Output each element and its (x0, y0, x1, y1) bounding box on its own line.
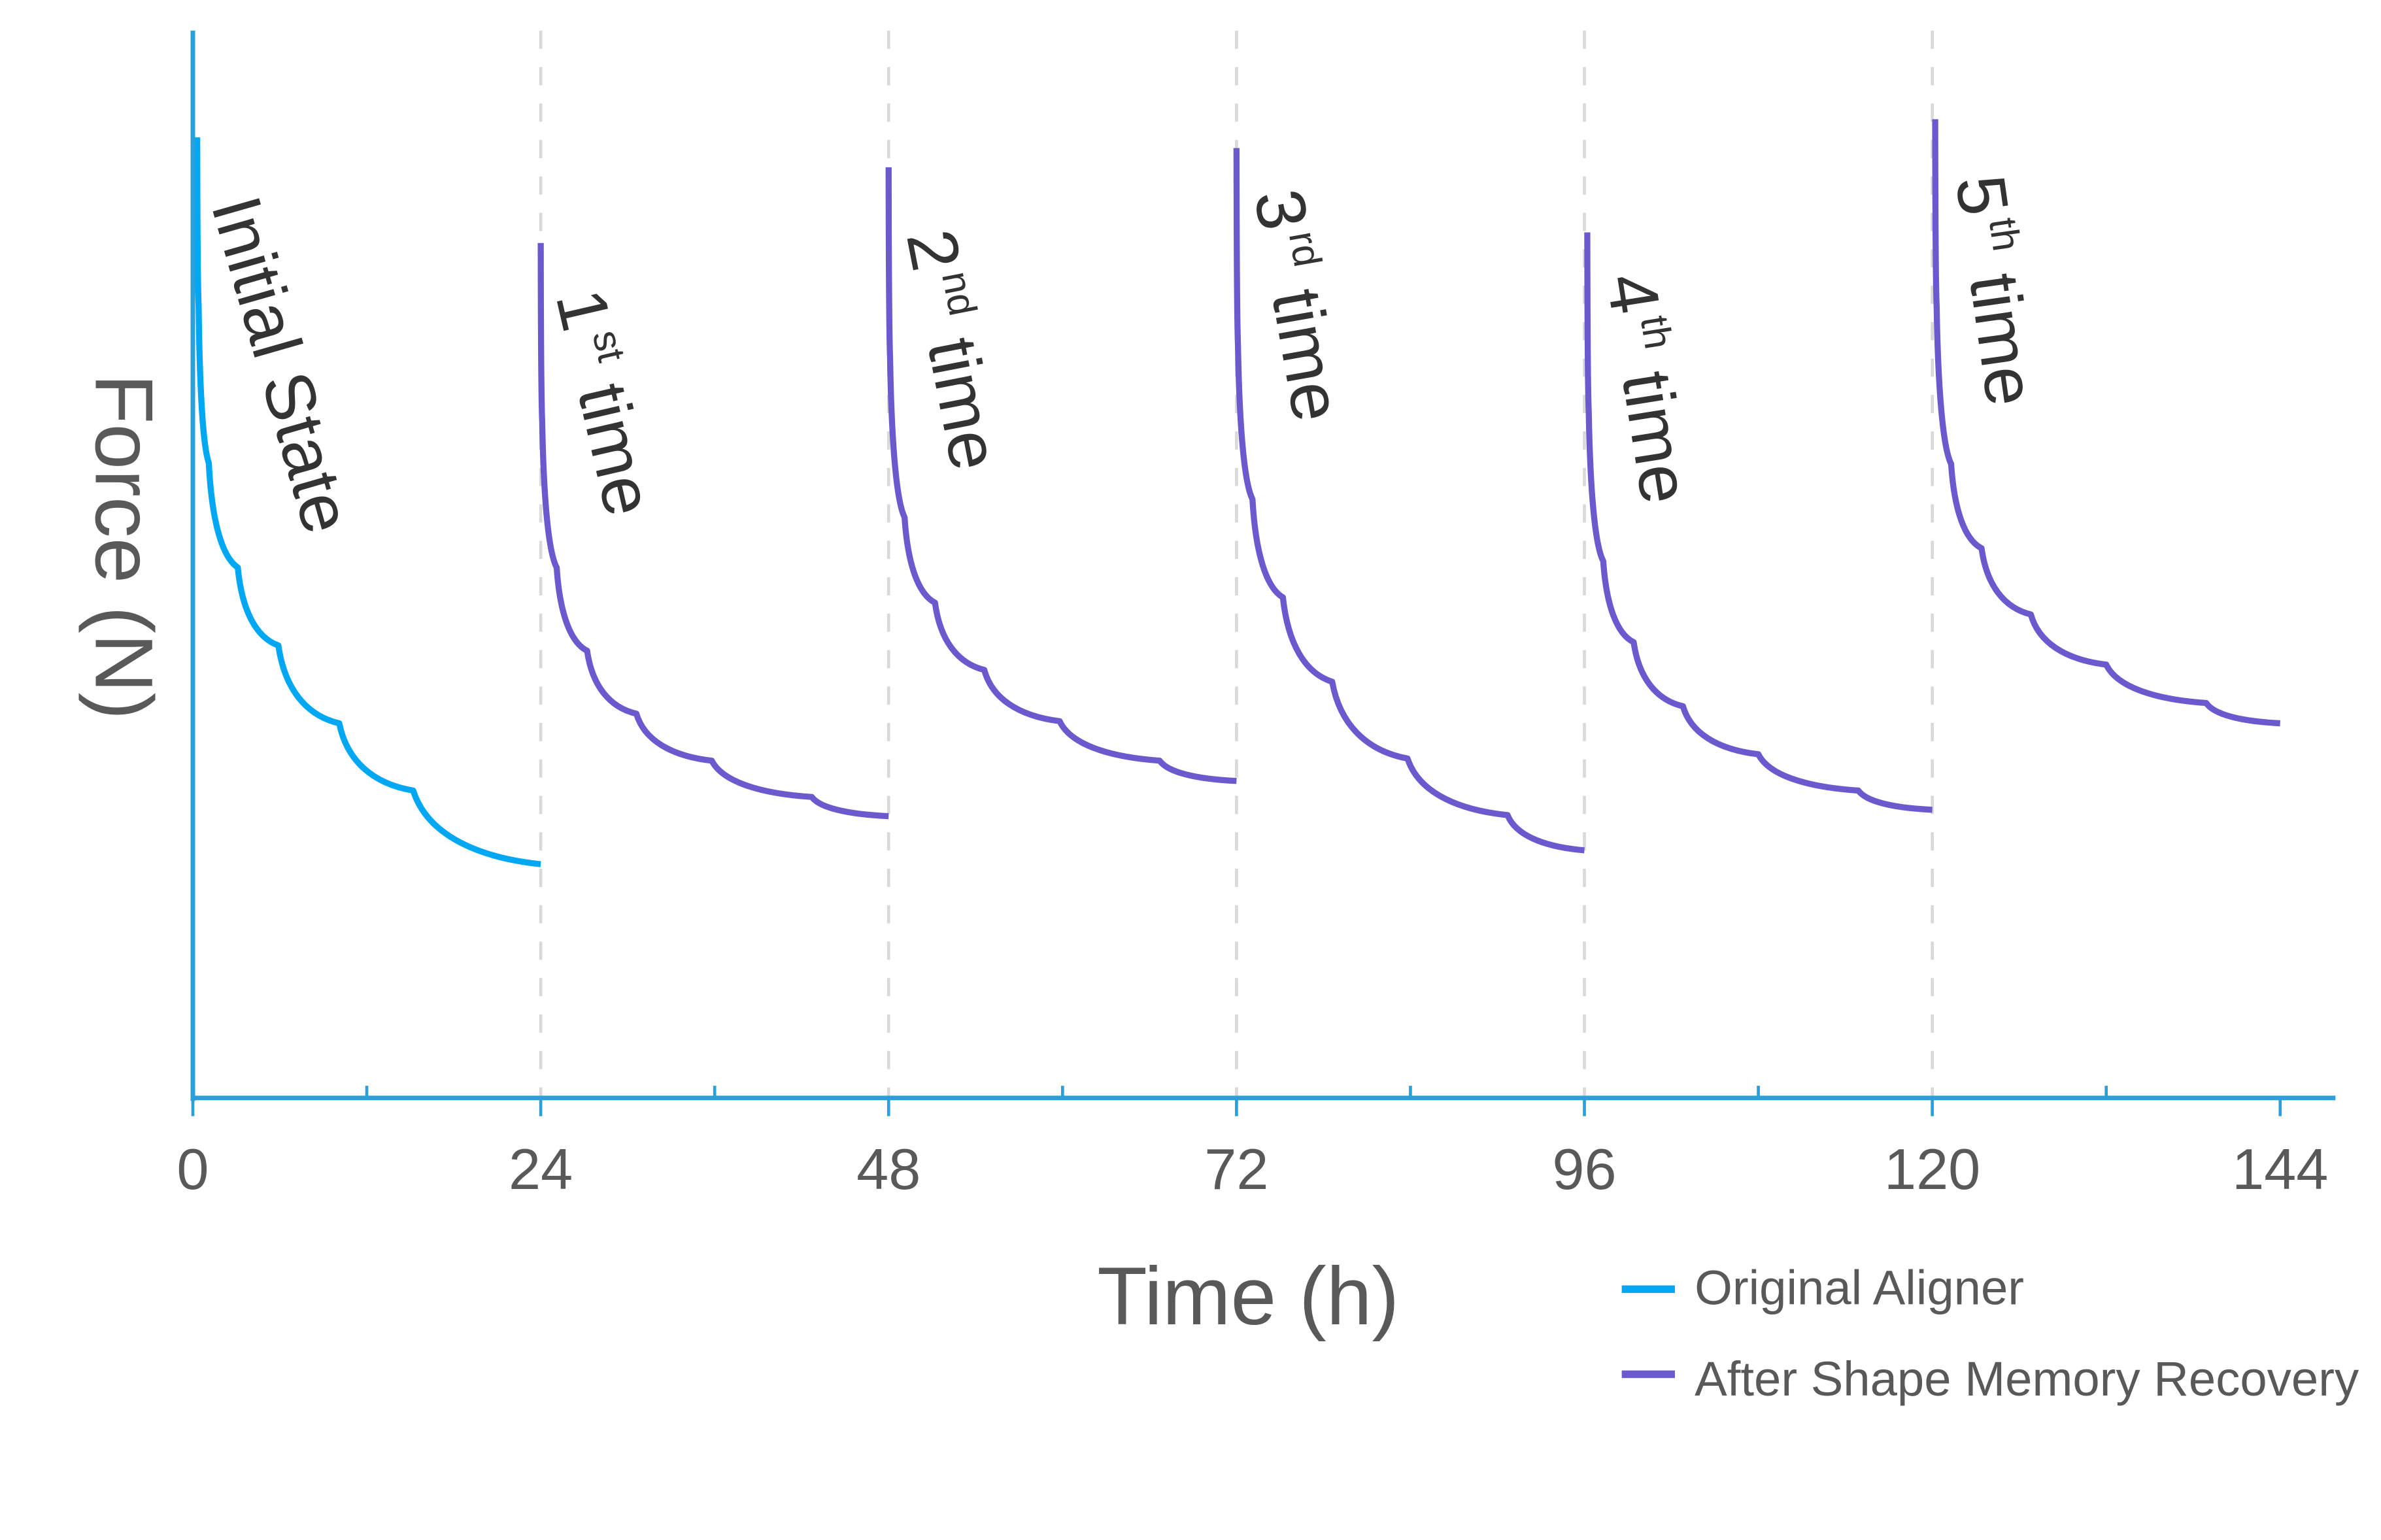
curve-label-text: time (1955, 269, 2051, 410)
curve-label-number: 4 (1592, 268, 1676, 318)
curve-segment (1233, 148, 1585, 854)
x-tick-label: 72 (1204, 1137, 1268, 1201)
curve-label-text: time (1257, 283, 1357, 427)
curve-label-number: 5 (1941, 171, 2024, 220)
curve-label-superscript: rd (1281, 228, 1330, 271)
y-axis-title: Force (N) (78, 374, 170, 720)
legend-label-recovery: After Shape Memory Recovery (1695, 1352, 2359, 1406)
x-tick-label: 24 (509, 1137, 573, 1201)
curve-label-superscript: th (1632, 312, 1681, 352)
curve-label: 5th time (1941, 171, 2051, 410)
curve-segment (1932, 119, 2281, 727)
curve-label-text: time (913, 331, 1015, 476)
curve-label: 1sttime (541, 282, 669, 522)
curve-label-number: 3 (1240, 184, 1323, 235)
x-tick-label: 96 (1552, 1137, 1616, 1201)
curve-label-text: time (1607, 366, 1705, 509)
x-tick-label: 120 (1884, 1137, 1980, 1201)
curve-segment (885, 167, 1237, 784)
grid-lines (539, 30, 1934, 1098)
x-axis-ticks: 0 24 48 72 96 120 144 (177, 1086, 2328, 1201)
x-tick-label: 48 (856, 1137, 920, 1201)
curve-label: 2nd time (892, 224, 1015, 476)
legend-label-original: Original Aligner (1695, 1261, 2024, 1315)
legend: Original Aligner After Shape Memory Reco… (1621, 1261, 2359, 1406)
curve-label-superscript: st (584, 326, 635, 365)
x-tick-label: 144 (2232, 1137, 2328, 1201)
curve-label-number: 2 (892, 224, 976, 276)
curve-segment (194, 137, 541, 867)
curve-label-superscript: nd (934, 267, 986, 319)
curve-label-text: time (563, 377, 669, 523)
curve-segment (537, 243, 889, 820)
curve-label-superscript: th (1981, 215, 2029, 254)
curve-label: 4th time (1592, 268, 1706, 509)
curve-label-number: Initial State (197, 188, 367, 541)
x-axis-title: Time (h) (1097, 1250, 1399, 1342)
curve-segment (1584, 232, 1933, 813)
x-tick-label: 0 (177, 1137, 209, 1201)
curve-label: Initial State (197, 188, 367, 541)
curve-label: 3rd time (1240, 184, 1357, 427)
plot-area (194, 119, 2281, 867)
